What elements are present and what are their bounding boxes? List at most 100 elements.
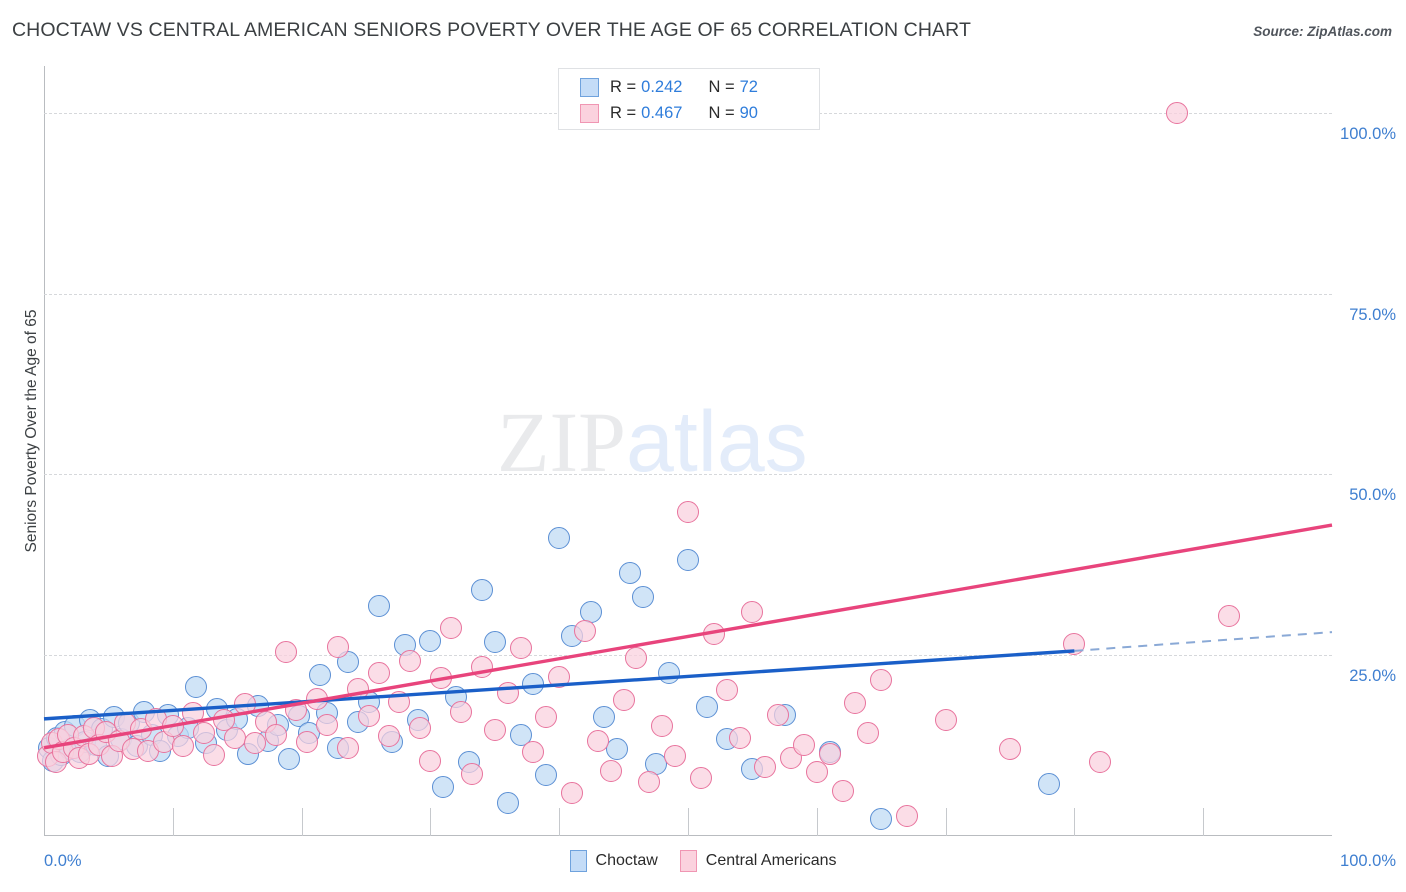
scatter-point-central-americans <box>1166 101 1189 124</box>
plot-area <box>36 66 1333 836</box>
x-tick-30 <box>430 808 432 836</box>
scatter-point-choctaw <box>496 791 519 814</box>
stat-n-value: 90 <box>739 103 758 122</box>
scatter-point-central-americans <box>586 729 609 752</box>
scatter-point-central-americans <box>651 715 674 738</box>
scatter-point-central-americans <box>599 759 622 782</box>
stat-r-value: 0.467 <box>641 103 683 122</box>
stat-n-label: N = <box>708 77 735 96</box>
scatter-point-choctaw <box>535 764 558 787</box>
scatter-point-choctaw <box>870 807 893 830</box>
x-tick-40 <box>559 808 561 836</box>
scatter-point-choctaw <box>593 706 616 729</box>
scatter-point-central-americans <box>336 736 359 759</box>
scatter-point-central-americans <box>831 780 854 803</box>
scatter-point-central-americans <box>792 733 815 756</box>
y-axis-line <box>44 66 45 836</box>
scatter-point-choctaw <box>367 595 390 618</box>
x-tick-70 <box>945 808 947 836</box>
x-tick-50 <box>688 808 689 836</box>
gridline-50 <box>44 474 1332 476</box>
gridline-25 <box>44 655 1332 657</box>
scatter-point-central-americans <box>870 668 893 691</box>
scatter-point-choctaw <box>606 738 629 761</box>
scatter-point-central-americans <box>295 731 318 753</box>
stat-r-label: R = <box>610 77 637 96</box>
scatter-point-choctaw <box>308 664 331 687</box>
x-tick-10 <box>172 808 174 836</box>
scatter-point-central-americans <box>244 732 267 755</box>
scatter-point-central-americans <box>203 744 226 767</box>
legend-item-choctaw[interactable]: Choctaw <box>569 850 658 872</box>
scatter-point-central-americans <box>1063 632 1086 655</box>
scatter-point-central-americans <box>264 723 287 746</box>
y-tick-label-75: 75.0% <box>1349 305 1396 324</box>
stat-swatch-choctaw <box>580 77 599 97</box>
x-tick-80 <box>1074 808 1076 836</box>
scatter-point-choctaw <box>419 629 442 652</box>
legend-swatch-central-americans <box>679 850 697 872</box>
series-legend: Choctaw Central Americans <box>0 850 1406 872</box>
scatter-point-central-americans <box>419 749 442 772</box>
x-tick-60 <box>816 808 818 836</box>
trend-lines <box>43 523 1333 750</box>
gridline-75 <box>44 293 1332 295</box>
scatter-point-central-americans <box>548 665 571 688</box>
y-axis-title: Seniors Poverty Over the Age of 65 <box>23 309 40 553</box>
scatter-point-central-americans <box>664 745 687 768</box>
scatter-point-central-americans <box>1089 751 1112 774</box>
scatter-point-choctaw <box>277 748 300 771</box>
scatter-point-choctaw <box>619 561 642 584</box>
scatter-point-central-americans <box>483 719 506 742</box>
stat-n-value: 72 <box>739 77 758 96</box>
scatter-point-choctaw <box>184 676 207 699</box>
scatter-point-central-americans <box>767 703 790 726</box>
scatter-point-central-americans <box>857 722 880 745</box>
x-tick-20 <box>301 808 303 836</box>
scatter-point-choctaw <box>432 775 455 798</box>
scatter-point-central-americans <box>450 700 473 723</box>
y-tick-label-50: 50.0% <box>1349 486 1396 505</box>
scatter-point-choctaw <box>470 579 493 602</box>
scatter-point-choctaw <box>548 527 571 550</box>
scatter-point-central-americans <box>367 661 390 684</box>
legend-item-central-americans[interactable]: Central Americans <box>679 850 836 872</box>
scatter-point-central-americans <box>728 726 751 749</box>
scatter-point-central-americans <box>440 616 462 639</box>
scatter-point-central-americans <box>326 635 349 658</box>
scatter-point-central-americans <box>192 722 215 745</box>
legend-swatch-choctaw <box>569 850 587 872</box>
scatter-point-central-americans <box>689 767 712 790</box>
scatter-point-central-americans <box>715 678 738 701</box>
stat-n-label: N = <box>708 103 735 122</box>
scatter-point-central-americans <box>895 804 918 827</box>
scatter-point-central-americans <box>844 691 867 714</box>
scatter-point-choctaw <box>1037 772 1060 795</box>
correlation-stats-legend: R = 0.242 N = 72 R = 0.467 N = 90 <box>558 68 820 130</box>
trend-line-choctaw <box>43 649 1075 721</box>
scatter-point-choctaw <box>631 586 654 609</box>
stat-r-value: 0.242 <box>641 77 683 96</box>
scatter-point-choctaw <box>522 673 545 696</box>
scatter-point-central-americans <box>818 742 841 765</box>
scatter-point-central-americans <box>357 704 380 727</box>
scatter-point-central-americans <box>677 501 699 524</box>
scatter-point-central-americans <box>509 637 532 660</box>
stat-r-label: R = <box>610 103 637 122</box>
scatter-point-central-americans <box>409 716 432 739</box>
scatter-point-central-americans <box>741 600 764 623</box>
scatter-point-choctaw <box>483 631 506 654</box>
scatter-point-central-americans <box>934 709 957 732</box>
x-axis-max-label: 100.0% <box>1340 852 1396 870</box>
stat-row-choctaw: R = 0.242 N = 72 <box>559 74 819 100</box>
legend-label: Choctaw <box>595 852 658 869</box>
scatter-point-central-americans <box>999 738 1021 761</box>
y-tick-label-25: 25.0% <box>1349 667 1396 686</box>
scatter-point-central-americans <box>172 735 195 758</box>
source-label: Source: ZipAtlas.com <box>1253 24 1392 39</box>
scatter-point-central-americans <box>398 650 421 673</box>
trend-line-choctaw-projection <box>1074 631 1333 652</box>
stat-swatch-central-americans <box>580 103 599 123</box>
scatter-point-central-americans <box>573 619 596 642</box>
chart-header: CHOCTAW VS CENTRAL AMERICAN SENIORS POVE… <box>0 0 1406 56</box>
